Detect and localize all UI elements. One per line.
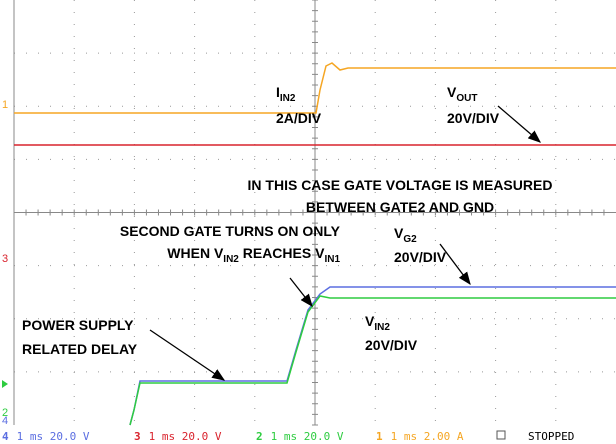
ch2-marker: 2 bbox=[2, 407, 8, 419]
second-gate-2: WHEN VIN2 REACHES VIN1 bbox=[167, 245, 340, 265]
vg2-label: VG2 bbox=[394, 225, 417, 245]
iin2-scale: 2A/DIV bbox=[276, 110, 322, 126]
delay-2: RELATED DELAY bbox=[22, 341, 138, 357]
gate-note-2: BETWEEN GATE2 AND GND bbox=[306, 199, 494, 215]
vout-scale: 20V/DIV bbox=[447, 110, 500, 126]
grid bbox=[13, 0, 616, 426]
second-gate-1: SECOND GATE TURNS ON ONLY bbox=[120, 223, 341, 239]
channel-markers: 1 3 2 4 bbox=[2, 99, 8, 427]
ch2-level bbox=[2, 380, 8, 388]
traces bbox=[14, 62, 616, 426]
gate-note-1: IN THIS CASE GATE VOLTAGE IS MEASURED bbox=[248, 177, 553, 193]
iin2-label: IIN2 bbox=[276, 84, 296, 104]
vin2-label: VIN2 bbox=[365, 313, 390, 333]
status-box bbox=[496, 430, 506, 440]
ch4-marker: 4 bbox=[2, 415, 8, 427]
vout-label: VOUT bbox=[447, 84, 477, 104]
trace-iin2 bbox=[14, 62, 616, 114]
ch3-marker: 3 bbox=[2, 253, 8, 265]
status-state: STOPPED bbox=[528, 430, 574, 443]
annotations: IIN2 2A/DIV VOUT 20V/DIV IN THIS CASE GA… bbox=[22, 84, 553, 381]
ch1-marker: 1 bbox=[2, 99, 8, 111]
delay-1: POWER SUPPLY bbox=[22, 317, 134, 333]
trace-vin2 bbox=[129, 295, 616, 426]
vin2-scale: 20V/DIV bbox=[365, 337, 418, 353]
trace-vg2 bbox=[129, 286, 616, 426]
vg2-scale: 20V/DIV bbox=[394, 249, 447, 265]
